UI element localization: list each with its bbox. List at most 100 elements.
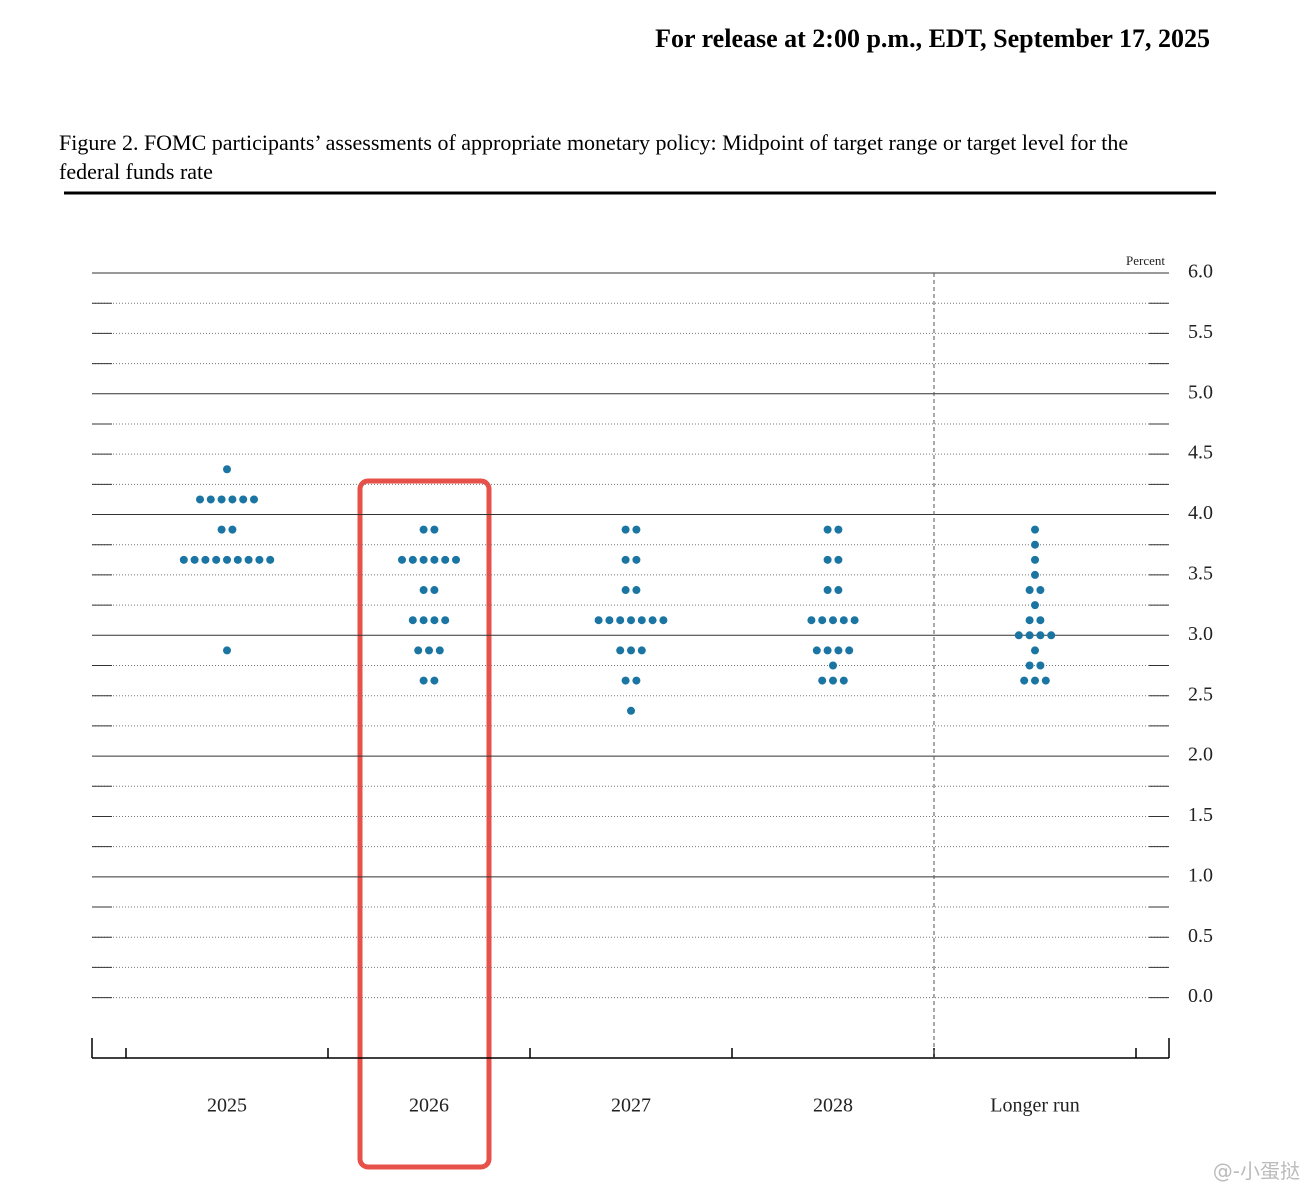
dot <box>845 646 854 655</box>
dot <box>212 555 221 564</box>
dot <box>190 555 199 564</box>
dot <box>419 616 428 625</box>
dot <box>408 555 417 564</box>
dot <box>1025 586 1034 595</box>
y-axis-label: Percent <box>1126 253 1165 268</box>
dot <box>605 616 614 625</box>
dot <box>1025 631 1034 640</box>
dot <box>233 555 242 564</box>
dot <box>430 586 439 595</box>
dot <box>823 525 832 534</box>
y-tick-label: 3.5 <box>1188 563 1213 585</box>
dot <box>1031 601 1039 610</box>
dot <box>621 676 630 685</box>
y-tick-label: 4.5 <box>1188 442 1213 464</box>
dot <box>648 616 657 625</box>
y-tick-label: 6.0 <box>1188 261 1213 283</box>
dot <box>1025 616 1034 625</box>
x-tick-label: 2026 <box>409 1095 449 1117</box>
dot <box>1031 676 1039 685</box>
y-tick-label: 5.0 <box>1188 381 1213 403</box>
dot <box>834 646 843 655</box>
dot <box>818 616 827 625</box>
highlight-box <box>357 478 492 1170</box>
dot <box>1036 586 1045 595</box>
y-tick-label: 4.0 <box>1188 502 1213 524</box>
x-tick-label: Longer run <box>990 1095 1079 1117</box>
dot <box>201 555 210 564</box>
dot <box>217 525 226 534</box>
dot <box>1031 570 1039 579</box>
dot <box>829 676 837 685</box>
dot <box>659 616 668 625</box>
y-tick-label: 5.5 <box>1188 321 1213 343</box>
dot <box>807 616 816 625</box>
dot <box>632 586 641 595</box>
dot <box>1047 631 1056 640</box>
dot <box>430 676 439 685</box>
y-tick-label: 3.0 <box>1188 623 1213 645</box>
dot <box>255 555 264 564</box>
dot <box>637 616 646 625</box>
dot <box>408 616 417 625</box>
dot <box>812 646 821 655</box>
dot <box>419 555 428 564</box>
dot <box>223 646 231 655</box>
dot <box>621 555 630 564</box>
dot <box>398 555 406 564</box>
dot <box>223 555 231 564</box>
y-tick-label: 1.0 <box>1188 864 1213 886</box>
dot <box>621 525 630 534</box>
chart-title: Figure 2. FOMC participants’ assessments… <box>59 130 1129 184</box>
dot <box>1014 631 1023 640</box>
dot <box>632 555 641 564</box>
dot <box>419 676 428 685</box>
dot <box>206 495 215 504</box>
dot <box>430 555 439 564</box>
x-tick-label: 2025 <box>207 1095 247 1117</box>
dot <box>228 525 237 534</box>
dot <box>839 616 848 625</box>
y-tick-label: 2.5 <box>1188 683 1213 705</box>
dot <box>441 555 450 564</box>
dot <box>632 676 641 685</box>
dot <box>834 555 843 564</box>
y-tick-label: 0.0 <box>1188 985 1213 1007</box>
y-tick-label: 2.0 <box>1188 744 1213 766</box>
dot <box>196 495 204 504</box>
dot <box>452 555 460 564</box>
y-tick-label: 0.5 <box>1188 925 1213 947</box>
y-tick-label: 1.5 <box>1188 804 1213 826</box>
dot <box>616 646 625 655</box>
dot <box>239 495 248 504</box>
dot <box>1041 676 1050 685</box>
x-tick-label: 2028 <box>813 1095 853 1117</box>
dot <box>441 616 450 625</box>
dot <box>244 555 253 564</box>
dot <box>1031 646 1039 655</box>
dot <box>818 676 827 685</box>
dot <box>823 555 832 564</box>
dot <box>1031 540 1039 549</box>
x-tick-label: 2027 <box>611 1095 651 1117</box>
dot <box>834 586 843 595</box>
dot <box>621 586 630 595</box>
dot <box>419 586 428 595</box>
dot <box>1036 661 1045 670</box>
dot <box>430 525 439 534</box>
release-header: For release at 2:00 p.m., EDT, September… <box>655 24 1210 53</box>
dot <box>594 616 603 625</box>
dot <box>1036 616 1045 625</box>
dot <box>823 646 832 655</box>
dot <box>1020 676 1029 685</box>
dot <box>1036 631 1045 640</box>
dot <box>1025 661 1034 670</box>
dot <box>430 616 439 625</box>
dot <box>435 646 444 655</box>
dot <box>850 616 859 625</box>
dot <box>1031 555 1039 564</box>
dot <box>1031 525 1039 534</box>
dot <box>627 616 635 625</box>
dot <box>266 555 275 564</box>
